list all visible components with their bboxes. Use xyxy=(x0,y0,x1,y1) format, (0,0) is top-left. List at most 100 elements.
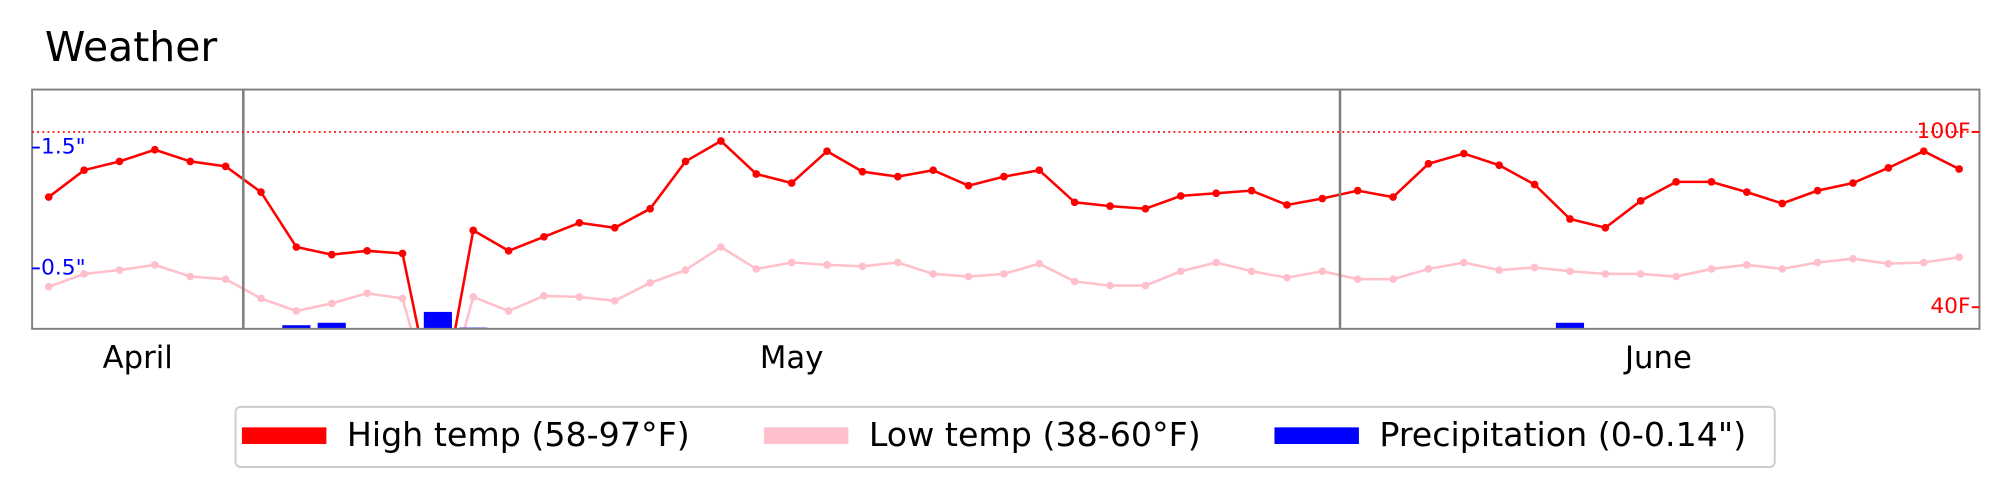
legend-swatch xyxy=(1274,427,1359,444)
point xyxy=(1459,258,1468,267)
point xyxy=(858,262,867,271)
point xyxy=(327,299,336,308)
point xyxy=(80,166,88,175)
point xyxy=(504,246,513,255)
point xyxy=(1778,199,1787,208)
point xyxy=(292,243,301,251)
y-tick-label: 0.5" xyxy=(41,255,86,280)
point xyxy=(1530,263,1539,272)
point xyxy=(1000,172,1008,181)
point xyxy=(575,218,584,227)
point xyxy=(1955,253,1963,262)
point xyxy=(893,172,902,181)
point xyxy=(469,226,478,235)
x-tick-label: May xyxy=(760,341,823,376)
point xyxy=(363,246,371,255)
point xyxy=(1353,275,1362,284)
point xyxy=(787,258,796,267)
bar xyxy=(317,322,346,329)
point xyxy=(1459,149,1468,158)
point xyxy=(1070,277,1079,286)
point xyxy=(1813,186,1822,195)
point xyxy=(1106,281,1114,290)
point xyxy=(1601,223,1610,232)
point xyxy=(717,243,725,251)
point xyxy=(1636,197,1645,205)
point xyxy=(398,294,407,303)
point xyxy=(681,157,690,166)
point xyxy=(115,157,124,166)
point xyxy=(363,289,371,298)
point xyxy=(575,293,584,301)
point xyxy=(929,270,938,278)
point xyxy=(151,145,159,154)
point xyxy=(1035,259,1044,268)
point xyxy=(1353,186,1362,195)
point xyxy=(964,272,973,281)
point xyxy=(1000,270,1008,278)
point xyxy=(1176,192,1185,200)
bar xyxy=(1555,322,1585,329)
point xyxy=(257,188,265,196)
y2-tick-label: 40F xyxy=(1930,294,1970,319)
bar xyxy=(423,311,452,329)
legend-label: Low temp (38-60°F) xyxy=(869,415,1201,454)
point xyxy=(540,291,548,300)
point xyxy=(1283,201,1291,209)
point xyxy=(44,193,53,201)
point xyxy=(858,167,867,176)
legend-label: Precipitation (0-0.14") xyxy=(1379,415,1746,454)
point xyxy=(1212,189,1221,198)
point xyxy=(1743,188,1751,196)
point xyxy=(1106,202,1114,210)
y-tick-label: 1.5" xyxy=(41,135,86,160)
legend-swatch xyxy=(241,427,327,444)
plot-frame xyxy=(31,88,1981,330)
point xyxy=(80,270,88,278)
point xyxy=(1318,267,1327,276)
point xyxy=(1955,165,1963,173)
point xyxy=(1884,164,1893,172)
point xyxy=(504,307,513,315)
point xyxy=(1849,179,1857,187)
point xyxy=(1672,272,1680,281)
point xyxy=(1636,270,1645,278)
point xyxy=(1813,258,1822,267)
bar xyxy=(282,325,311,329)
point xyxy=(1601,270,1610,278)
point xyxy=(787,179,796,187)
point xyxy=(1566,215,1574,223)
point xyxy=(893,258,902,267)
point xyxy=(1070,198,1079,207)
point xyxy=(752,265,761,273)
point xyxy=(1495,161,1504,170)
point xyxy=(646,204,654,213)
point xyxy=(292,307,301,315)
point xyxy=(44,282,53,291)
point xyxy=(1389,193,1397,201)
point xyxy=(1743,261,1751,269)
point xyxy=(1707,178,1716,186)
point xyxy=(1919,258,1928,267)
point xyxy=(717,137,725,145)
point xyxy=(540,232,548,241)
point xyxy=(1530,180,1539,189)
point xyxy=(1672,178,1680,186)
point xyxy=(1778,265,1787,273)
point xyxy=(1389,275,1397,284)
point xyxy=(151,261,159,269)
point xyxy=(327,250,336,259)
point xyxy=(398,249,407,258)
point xyxy=(221,275,230,284)
plot-area xyxy=(44,137,1963,329)
point xyxy=(1707,265,1716,273)
point xyxy=(1318,194,1327,203)
point xyxy=(1035,166,1044,175)
point xyxy=(1495,266,1504,274)
point xyxy=(646,279,654,287)
legend xyxy=(234,405,1776,468)
x-tick-label: April xyxy=(103,341,173,376)
point xyxy=(186,157,195,166)
legend-swatch xyxy=(763,427,849,444)
